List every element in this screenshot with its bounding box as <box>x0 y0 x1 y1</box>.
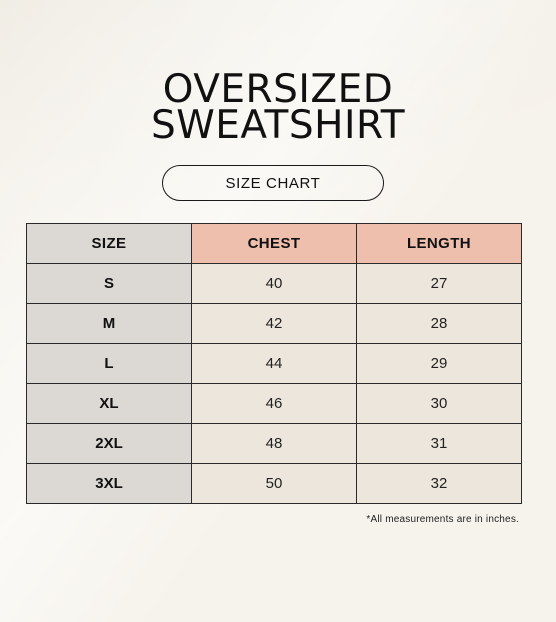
length-cell: 28 <box>356 303 522 344</box>
size-cell: M <box>26 303 192 344</box>
length-cell: 30 <box>356 383 522 424</box>
length-cell: 27 <box>356 263 522 304</box>
page-title-line-1: OVERSIZED <box>162 67 394 112</box>
size-cell: L <box>26 343 192 384</box>
column-header-chest: CHEST <box>191 223 357 264</box>
table-header-row: SIZE CHEST LENGTH <box>26 223 522 264</box>
chest-cell: 44 <box>191 343 357 384</box>
chest-cell: 40 <box>191 263 357 304</box>
table-row: 2XL 48 31 <box>26 423 522 464</box>
table-row: M 42 28 <box>26 303 522 344</box>
chest-cell: 46 <box>191 383 357 424</box>
table-row: S 40 27 <box>26 263 522 304</box>
size-cell: 3XL <box>26 463 192 504</box>
chest-cell: 50 <box>191 463 357 504</box>
table-row: L 44 29 <box>26 343 522 384</box>
column-header-size: SIZE <box>26 223 192 264</box>
table-row: 3XL 50 32 <box>26 463 522 504</box>
table-row: XL 46 30 <box>26 383 522 424</box>
chest-cell: 48 <box>191 423 357 464</box>
length-cell: 31 <box>356 423 522 464</box>
page-title-line-2: SWEATSHIRT <box>150 103 406 148</box>
size-cell: XL <box>26 383 192 424</box>
size-chart-table: SIZE CHEST LENGTH S 40 27 M 42 28 L 44 2… <box>26 223 522 504</box>
size-cell: 2XL <box>26 423 192 464</box>
chest-cell: 42 <box>191 303 357 344</box>
length-cell: 32 <box>356 463 522 504</box>
length-cell: 29 <box>356 343 522 384</box>
size-chart-label: SIZE CHART <box>162 165 384 201</box>
size-cell: S <box>26 263 192 304</box>
measurement-note: *All measurements are in inches. <box>366 514 519 525</box>
column-header-length: LENGTH <box>356 223 522 264</box>
